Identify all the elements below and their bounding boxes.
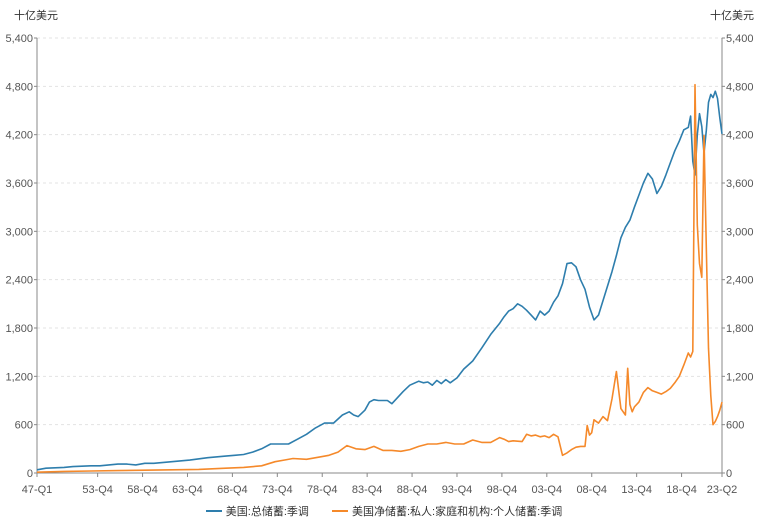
x-tick-label: 08-Q4 <box>576 484 607 496</box>
x-tick-label: 53-Q4 <box>82 484 113 496</box>
y-tick-label-left: 3,000 <box>5 226 33 238</box>
y-tick-label-left: 4,200 <box>5 130 33 142</box>
y-tick-label-left: 5,400 <box>5 33 33 45</box>
legend-item-total-saving[interactable]: 美国:总储蓄:季调 <box>205 503 309 519</box>
x-tick-label: 58-Q4 <box>127 484 158 496</box>
x-tick-label: 73-Q4 <box>262 484 293 496</box>
x-tick-label: 83-Q4 <box>352 484 383 496</box>
y-tick-label-left: 1,800 <box>5 323 33 335</box>
y-tick-label-right: 1,800 <box>726 323 754 335</box>
y-tick-label-left: 2,400 <box>5 275 33 287</box>
y-tick-label-left: 3,600 <box>5 178 33 190</box>
y-tick-label-right: 600 <box>726 420 744 432</box>
x-tick-label: 03-Q4 <box>532 484 563 496</box>
right-y-tick-labels: 0 600 1,200 1,800 2,400 3,000 3,600 4,200 4,800 5… <box>726 33 754 480</box>
series-line-1 <box>36 83 723 473</box>
x-tick-labels: 47-Q1 53-Q4 58-Q4 63-Q4 68-Q4 73-Q4 78-Q4 83-Q4… <box>22 484 738 496</box>
legend-swatch-personal-saving <box>331 510 348 512</box>
y-tick-label-left: 1,200 <box>5 371 33 383</box>
y-tick-label-right: 3,600 <box>726 178 754 190</box>
left-unit-label: 十亿美元 <box>14 10 58 22</box>
y-tick-label-right: 0 <box>726 468 732 480</box>
y-tick-label-right: 4,800 <box>726 81 754 93</box>
series-line-0 <box>36 90 723 471</box>
x-tick-label: 13-Q4 <box>621 484 652 496</box>
x-tick-label: 63-Q4 <box>172 484 203 496</box>
x-tick-label: 78-Q4 <box>307 484 338 496</box>
x-tick-label: 18-Q4 <box>666 484 697 496</box>
right-unit-label: 十亿美元 <box>710 10 754 22</box>
series-group <box>36 83 723 473</box>
legend-item-personal-saving[interactable]: 美国净储蓄:私人:家庭和机构:个人储蓄:季调 <box>331 503 563 519</box>
y-tick-label-right: 2,400 <box>726 275 754 287</box>
y-tick-label-right: 4,200 <box>726 130 754 142</box>
x-tick-label: 68-Q4 <box>217 484 248 496</box>
y-tick-label-right: 3,000 <box>726 226 754 238</box>
legend: 美国:总储蓄:季调 美国净储蓄:私人:家庭和机构:个人储蓄:季调 <box>0 503 768 519</box>
legend-label-personal-saving: 美国净储蓄:私人:家庭和机构:个人储蓄:季调 <box>351 506 563 518</box>
y-tick-label-left: 600 <box>15 420 33 432</box>
axes <box>34 37 725 477</box>
x-tick-label: 98-Q4 <box>487 484 518 496</box>
y-tick-label-right: 5,400 <box>726 33 754 45</box>
y-tick-label-right: 1,200 <box>726 371 754 383</box>
y-tick-label-left: 0 <box>27 468 33 480</box>
x-tick-label: 93-Q4 <box>442 484 473 496</box>
x-tick-label: 88-Q4 <box>397 484 428 496</box>
legend-swatch-total-saving <box>205 510 222 512</box>
left-y-tick-labels: 0 600 1,200 1,800 2,400 3,000 3,600 4,200 4,800 5… <box>5 33 33 480</box>
y-tick-label-left: 4,800 <box>5 81 33 93</box>
x-tick-label: 23-Q2 <box>707 484 738 496</box>
legend-label-total-saving: 美国:总储蓄:季调 <box>225 506 309 518</box>
gridlines <box>37 37 722 426</box>
x-tick-label: 47-Q1 <box>22 484 53 496</box>
